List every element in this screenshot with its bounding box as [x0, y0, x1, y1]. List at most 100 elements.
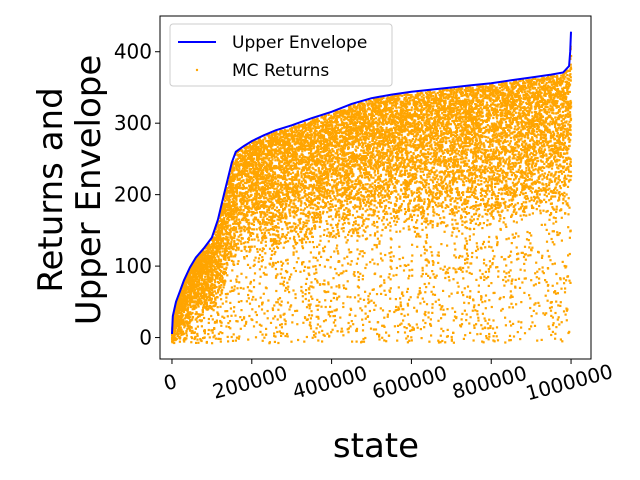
scatter-point — [514, 125, 517, 128]
scatter-point — [484, 294, 488, 297]
scatter-point — [536, 125, 539, 128]
scatter-point — [437, 213, 440, 217]
scatter-point — [288, 138, 291, 141]
scatter-point — [485, 264, 488, 267]
scatter-point — [433, 157, 436, 160]
scatter-point — [339, 181, 343, 184]
scatter-point — [207, 305, 210, 308]
scatter-point — [401, 94, 404, 97]
scatter-point — [426, 168, 429, 171]
scatter-point — [242, 209, 245, 212]
scatter-point — [420, 337, 423, 340]
scatter-point — [280, 276, 284, 279]
scatter-point — [563, 124, 567, 127]
scatter-point — [478, 127, 481, 130]
scatter-point — [557, 304, 560, 307]
scatter-point — [348, 160, 351, 163]
scatter-point — [496, 266, 499, 269]
scatter-point — [438, 144, 441, 147]
scatter-point — [418, 114, 421, 117]
scatter-point — [477, 157, 480, 160]
scatter-point — [394, 164, 397, 167]
scatter-point — [332, 296, 335, 300]
scatter-point — [546, 299, 549, 302]
scatter-point — [351, 214, 354, 217]
scatter-point — [267, 208, 271, 212]
scatter-point — [339, 109, 342, 112]
scatter-point — [517, 138, 520, 141]
scatter-point — [402, 319, 405, 322]
scatter-point — [475, 156, 478, 159]
scatter-point — [473, 324, 476, 327]
scatter-point — [418, 287, 421, 290]
scatter-point — [290, 137, 293, 140]
scatter-point — [424, 310, 427, 314]
scatter-point — [454, 124, 458, 127]
scatter-point — [244, 245, 247, 248]
scatter-point — [248, 250, 251, 253]
scatter-point — [521, 115, 524, 118]
scatter-point — [362, 149, 366, 152]
scatter-point — [346, 202, 349, 206]
scatter-point — [372, 131, 375, 134]
scatter-point — [537, 197, 540, 200]
scatter-point — [241, 318, 244, 322]
scatter-point — [453, 123, 457, 126]
scatter-point — [246, 286, 249, 289]
scatter-point — [535, 130, 538, 133]
scatter-point — [521, 205, 524, 208]
scatter-point — [568, 170, 571, 173]
scatter-point — [461, 232, 464, 235]
scatter-point — [406, 290, 409, 293]
scatter-point — [176, 331, 179, 334]
scatter-point — [369, 183, 372, 186]
scatter-point — [551, 230, 554, 233]
scatter-point — [264, 191, 267, 194]
scatter-point — [185, 283, 188, 286]
scatter-point — [496, 105, 499, 108]
scatter-point — [353, 296, 357, 299]
scatter-point — [481, 301, 484, 304]
scatter-point — [260, 146, 264, 149]
scatter-point — [188, 322, 191, 325]
scatter-point — [341, 330, 344, 333]
scatter-point — [505, 191, 508, 194]
scatter-point — [462, 277, 465, 280]
scatter-point — [512, 220, 515, 223]
scatter-point — [488, 335, 491, 338]
scatter-point — [340, 327, 343, 330]
scatter-point — [312, 147, 315, 150]
scatter-point — [211, 278, 214, 281]
scatter-point — [305, 335, 308, 339]
scatter-point — [486, 224, 489, 227]
scatter-point — [469, 331, 472, 334]
scatter-point — [223, 216, 226, 220]
scatter-point — [364, 305, 367, 308]
scatter-point — [318, 300, 321, 304]
scatter-point — [316, 298, 319, 301]
scatter-point — [361, 145, 364, 148]
scatter-point — [266, 210, 269, 213]
scatter-point — [235, 175, 239, 178]
scatter-point — [415, 235, 418, 238]
scatter-point — [531, 163, 534, 166]
scatter-point — [230, 176, 233, 179]
scatter-point — [342, 270, 345, 273]
scatter-point — [227, 326, 231, 329]
scatter-point — [535, 88, 538, 92]
scatter-point — [453, 242, 456, 245]
scatter-point — [335, 272, 338, 275]
scatter-point — [427, 172, 430, 175]
scatter-point — [396, 339, 399, 342]
scatter-point — [332, 162, 335, 166]
scatter-point — [235, 246, 239, 249]
scatter-point — [273, 340, 276, 343]
scatter-point — [250, 177, 253, 180]
scatter-point — [369, 327, 373, 330]
scatter-point — [276, 174, 279, 177]
scatter-point — [324, 305, 327, 309]
scatter-point — [449, 95, 453, 98]
scatter-point — [257, 239, 260, 242]
scatter-point — [565, 193, 568, 196]
scatter-point — [422, 94, 425, 97]
